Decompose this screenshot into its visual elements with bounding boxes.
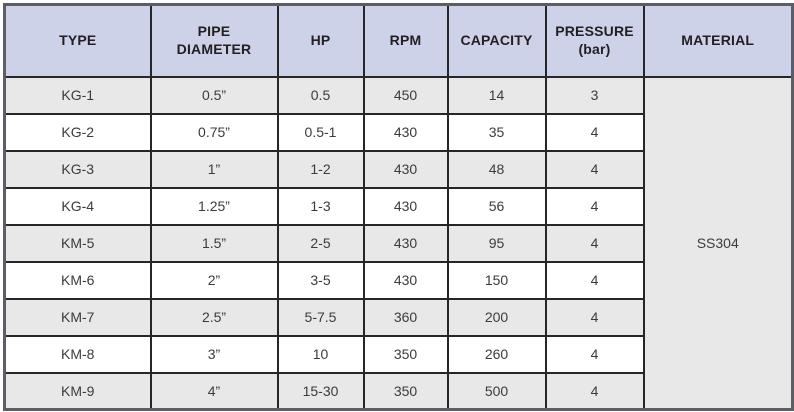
cell-hp: 10 bbox=[276, 334, 365, 374]
cell-type: KG-1 bbox=[3, 75, 152, 115]
cell-pipe-diameter: 2.5” bbox=[149, 297, 279, 337]
cell-rpm: 350 bbox=[362, 334, 449, 374]
cell-material-merged: SS304 bbox=[642, 75, 794, 411]
cell-pipe-diameter: 0.75” bbox=[149, 112, 279, 152]
cell-pressure: 4 bbox=[544, 297, 645, 337]
cell-capacity: 95 bbox=[446, 223, 547, 263]
cell-type: KG-2 bbox=[3, 112, 152, 152]
cell-pressure: 3 bbox=[544, 75, 645, 115]
cell-capacity: 260 bbox=[446, 334, 547, 374]
cell-pressure: 4 bbox=[544, 334, 645, 374]
table-row: KM-6 2” 3-5 430 150 4 bbox=[3, 260, 793, 300]
table-row: KM-7 2.5” 5-7.5 360 200 4 bbox=[3, 297, 793, 337]
cell-pipe-diameter: 1” bbox=[149, 149, 279, 189]
cell-capacity: 200 bbox=[446, 297, 547, 337]
cell-pipe-diameter: 3” bbox=[149, 334, 279, 374]
col-header-rpm: RPM bbox=[362, 3, 449, 78]
cell-pressure: 4 bbox=[544, 223, 645, 263]
cell-type: KG-4 bbox=[3, 186, 152, 226]
col-header-type: TYPE bbox=[3, 3, 152, 78]
cell-type: KM-7 bbox=[3, 297, 152, 337]
cell-type: KG-3 bbox=[3, 149, 152, 189]
table-row: KG-4 1.25” 1-3 430 56 4 bbox=[3, 186, 793, 226]
col-header-pipe-diameter: PIPE DIAMETER bbox=[149, 3, 279, 78]
cell-rpm: 430 bbox=[362, 186, 449, 226]
cell-pipe-diameter: 2” bbox=[149, 260, 279, 300]
cell-type: KM-5 bbox=[3, 223, 152, 263]
table-body: KG-1 0.5” 0.5 450 14 3 SS304 KG-2 0.75” … bbox=[3, 75, 794, 411]
table-row: KG-3 1” 1-2 430 48 4 bbox=[3, 149, 793, 189]
cell-hp: 0.5-1 bbox=[276, 112, 365, 152]
cell-rpm: 430 bbox=[362, 260, 449, 300]
cell-pressure: 4 bbox=[544, 371, 645, 411]
cell-rpm: 430 bbox=[362, 112, 449, 152]
col-header-capacity: CAPACITY bbox=[446, 3, 547, 78]
cell-capacity: 35 bbox=[446, 112, 547, 152]
cell-pressure: 4 bbox=[544, 149, 645, 189]
cell-rpm: 450 bbox=[362, 75, 449, 115]
cell-hp: 3-5 bbox=[276, 260, 365, 300]
cell-pipe-diameter: 0.5” bbox=[149, 75, 279, 115]
cell-capacity: 150 bbox=[446, 260, 547, 300]
cell-capacity: 500 bbox=[446, 371, 547, 411]
cell-hp: 5-7.5 bbox=[276, 297, 365, 337]
cell-type: KM-8 bbox=[3, 334, 152, 374]
cell-rpm: 430 bbox=[362, 223, 449, 263]
cell-pressure: 4 bbox=[544, 112, 645, 152]
header-row: TYPE PIPE DIAMETER HP RPM CAPACITY PRESS… bbox=[3, 3, 794, 78]
col-header-hp: HP bbox=[276, 3, 365, 78]
cell-hp: 2-5 bbox=[276, 223, 365, 263]
cell-hp: 0.5 bbox=[276, 75, 365, 115]
table-row: KM-8 3” 10 350 260 4 bbox=[3, 334, 793, 374]
table-header: TYPE PIPE DIAMETER HP RPM CAPACITY PRESS… bbox=[3, 3, 794, 78]
cell-pipe-diameter: 1.25” bbox=[149, 186, 279, 226]
cell-hp: 15-30 bbox=[276, 371, 365, 411]
table-row: KM-9 4” 15-30 350 500 4 bbox=[3, 371, 793, 411]
table-row: KG-2 0.75” 0.5-1 430 35 4 bbox=[3, 112, 793, 152]
cell-capacity: 14 bbox=[446, 75, 547, 115]
cell-rpm: 360 bbox=[362, 297, 449, 337]
table-row: KM-5 1.5” 2-5 430 95 4 bbox=[3, 223, 793, 263]
cell-type: KM-9 bbox=[3, 371, 152, 411]
pump-spec-table: TYPE PIPE DIAMETER HP RPM CAPACITY PRESS… bbox=[3, 3, 794, 411]
cell-hp: 1-2 bbox=[276, 149, 365, 189]
cell-pressure: 4 bbox=[544, 260, 645, 300]
cell-pipe-diameter: 1.5” bbox=[149, 223, 279, 263]
cell-hp: 1-3 bbox=[276, 186, 365, 226]
cell-type: KM-6 bbox=[3, 260, 152, 300]
cell-pressure: 4 bbox=[544, 186, 645, 226]
cell-capacity: 48 bbox=[446, 149, 547, 189]
col-header-pressure: PRESSURE (bar) bbox=[544, 3, 645, 78]
cell-rpm: 350 bbox=[362, 371, 449, 411]
col-header-material: MATERIAL bbox=[642, 3, 794, 78]
table-row: KG-1 0.5” 0.5 450 14 3 SS304 bbox=[3, 75, 794, 411]
cell-pipe-diameter: 4” bbox=[149, 371, 279, 411]
cell-capacity: 56 bbox=[446, 186, 547, 226]
cell-rpm: 430 bbox=[362, 149, 449, 189]
